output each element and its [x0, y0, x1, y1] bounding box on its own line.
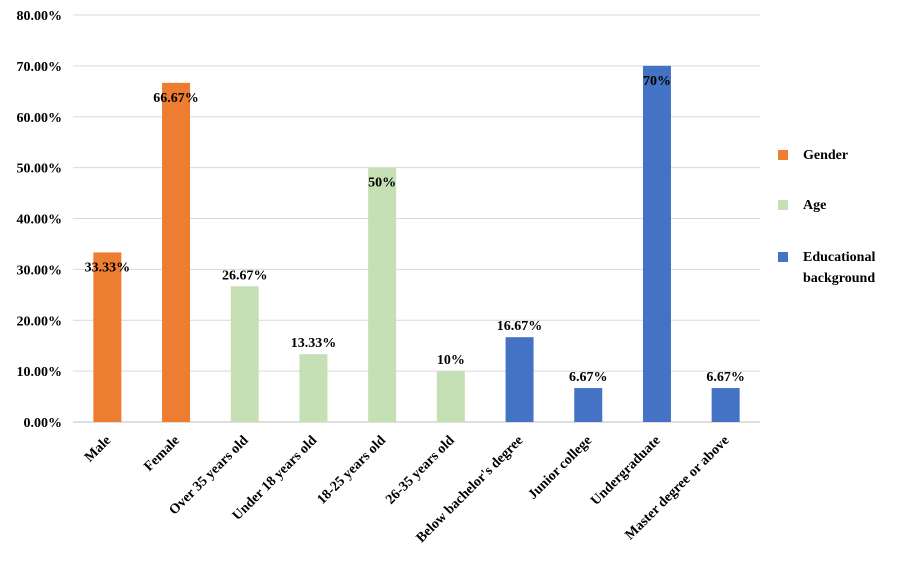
legend-item-age: Age: [778, 195, 893, 216]
data-labels: 33.33% 66.67% 26.67% 13.33% 50% 10% 16.67% 6.67…: [85, 74, 745, 385]
data-label: 70%: [643, 74, 671, 89]
bar: [505, 337, 534, 422]
x-category-label: 26-35 years old: [383, 433, 458, 508]
y-tick-label: 20.00%: [17, 314, 63, 329]
legend-swatch-educational-background: [778, 252, 788, 262]
bar: [299, 354, 328, 422]
data-label: 6.67%: [569, 370, 608, 385]
bar: [642, 65, 671, 422]
x-category-label: Male: [82, 433, 114, 465]
y-tick-label: 50.00%: [17, 162, 63, 177]
legend-label-age: Age: [803, 198, 827, 213]
bars: [93, 65, 740, 422]
x-category-label: Junior college: [526, 433, 596, 503]
data-label: 66.67%: [153, 91, 199, 106]
y-axis-ticks: 0.00% 10.00% 20.00% 30.00% 40.00% 50.00% 60.00…: [17, 9, 63, 431]
data-label: 10%: [437, 353, 465, 368]
y-tick-label: 60.00%: [17, 111, 63, 126]
y-tick-label: 10.00%: [17, 365, 63, 380]
legend-swatch-gender: [778, 150, 788, 160]
y-tick-label: 40.00%: [17, 213, 63, 228]
legend-item-educational-background: Educational background: [778, 247, 893, 289]
x-category-label: 18-25 years old: [315, 433, 390, 508]
legend-label-educational-background: Educational background: [803, 250, 876, 286]
bar: [711, 388, 740, 422]
bar: [574, 388, 603, 422]
bar: [368, 167, 397, 422]
legend-item-gender: Gender: [778, 145, 893, 166]
data-label: 13.33%: [291, 336, 337, 351]
data-label: 6.67%: [706, 370, 745, 385]
legend-label-gender: Gender: [803, 148, 849, 163]
y-tick-label: 80.00%: [17, 9, 63, 24]
data-label: 26.67%: [222, 268, 268, 283]
bar: [436, 371, 465, 422]
data-label: 33.33%: [85, 260, 131, 275]
data-label: 16.67%: [497, 319, 543, 334]
bar: [93, 252, 122, 422]
legend-swatch-age: [778, 200, 788, 210]
x-category-label: Undergraduate: [588, 433, 664, 509]
y-tick-label: 70.00%: [17, 60, 63, 75]
x-category-label: Female: [141, 433, 182, 474]
y-tick-label: 30.00%: [17, 263, 63, 278]
data-label: 50%: [368, 176, 396, 191]
y-tick-label: 0.00%: [24, 416, 63, 431]
bar: [230, 286, 259, 422]
bar: [162, 82, 191, 422]
